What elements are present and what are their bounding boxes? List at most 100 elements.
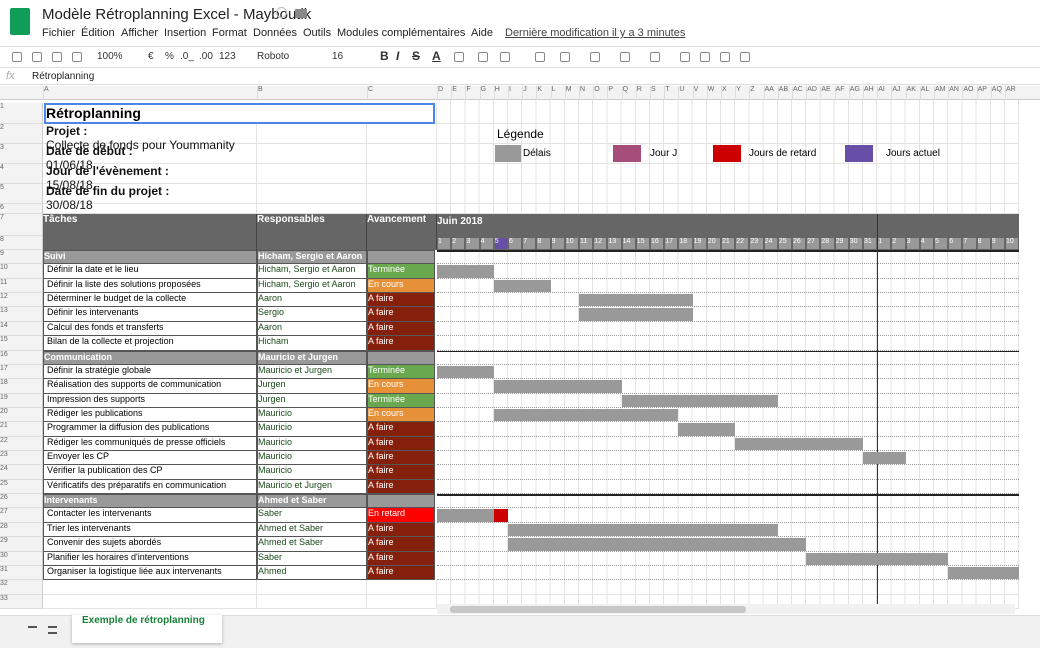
row-number c[interactable]: 16 [0, 350, 43, 365]
column-header c[interactable]: C [367, 86, 437, 100]
sheet-tab c[interactable]: Exemple de rétroplanning [72, 615, 222, 643]
toolbar-icon[interactable] [72, 52, 82, 62]
format-button[interactable]: B [380, 49, 389, 63]
task-status c[interactable]: A faire [367, 336, 435, 351]
task-status c[interactable]: A faire [367, 422, 435, 437]
row-number c[interactable]: 4 [0, 164, 43, 184]
toolbar-icon[interactable] [454, 52, 464, 62]
toolbar-percent[interactable]: % [165, 51, 174, 62]
toolbar-number_format[interactable]: 123 [219, 51, 236, 62]
row-number c[interactable]: 9 [0, 250, 43, 265]
column-header c[interactable]: AI [877, 86, 891, 100]
column-header c[interactable]: AP [976, 86, 991, 100]
scrollbar-thumb[interactable] [450, 606, 746, 613]
toolbar-size[interactable]: 16 [332, 51, 344, 62]
row-number c[interactable]: 32 [0, 580, 43, 595]
column-header c[interactable]: AC [792, 86, 806, 100]
row-number c[interactable]: 5 [0, 184, 43, 204]
task-status c[interactable]: En cours [367, 379, 435, 394]
toolbar-currency[interactable]: € [148, 51, 154, 62]
column-header c[interactable]: N [579, 86, 593, 100]
column-header c[interactable]: V [692, 86, 707, 100]
menu-item[interactable]: Édition [81, 27, 115, 39]
task-status c[interactable]: A faire [367, 551, 435, 566]
row-number c[interactable]: 11 [0, 278, 43, 294]
menu-item[interactable]: Fichier [42, 27, 76, 39]
task-status c[interactable]: Terminée [367, 364, 435, 380]
column-header c[interactable]: AJ [891, 86, 905, 100]
task-status c[interactable]: A faire [367, 522, 435, 538]
row-number c[interactable]: 25 [0, 479, 43, 495]
column-header c[interactable]: AN [948, 86, 962, 100]
column-header c[interactable]: H [493, 86, 508, 100]
toolbar-icon[interactable] [740, 52, 750, 62]
column-header c[interactable]: E [451, 86, 465, 100]
row-number c[interactable]: 7 [0, 214, 43, 236]
toolbar-icon[interactable] [680, 52, 690, 62]
row-number c[interactable]: 31 [0, 565, 43, 581]
menu-item[interactable]: Outils [303, 27, 332, 39]
toolbar-icon[interactable] [620, 52, 630, 62]
row-number c[interactable]: 10 [0, 264, 43, 279]
column-header c[interactable]: T [664, 86, 678, 100]
sheet-list-button[interactable] [48, 626, 57, 634]
menu-item[interactable]: Format [212, 27, 247, 39]
menu-item[interactable]: Afficher [121, 27, 159, 39]
toolbar-icon[interactable] [478, 52, 488, 62]
menu-item[interactable]: Insertion [164, 27, 207, 39]
column-header c[interactable]: AD [806, 86, 820, 100]
column-header c[interactable]: AF [834, 86, 849, 100]
column-header c[interactable]: AR [1005, 86, 1019, 100]
column-header c[interactable]: L [550, 86, 565, 100]
row-number c[interactable]: 20 [0, 407, 43, 423]
row-number c[interactable]: 27 [0, 508, 43, 523]
task-status c[interactable]: A faire [367, 465, 435, 480]
column-header c[interactable]: S [650, 86, 664, 100]
column-header c[interactable]: X [721, 86, 735, 100]
column-header c[interactable]: AH [863, 86, 877, 100]
task-status c[interactable]: A faire [367, 565, 435, 581]
task-status c[interactable]: En cours [367, 407, 435, 423]
column-header c[interactable]: AB [777, 86, 792, 100]
column-header c[interactable]: AL [919, 86, 934, 100]
menu-item[interactable]: Modules complémentaires [337, 27, 466, 39]
task-status c[interactable]: A faire [367, 479, 435, 495]
column-header c[interactable]: F [465, 86, 479, 100]
row-number c[interactable]: 3 [0, 144, 43, 164]
row-number c[interactable]: 18 [0, 379, 43, 394]
column-header c[interactable]: P [607, 86, 621, 100]
row-number c[interactable]: 8 [0, 236, 43, 250]
row-number c[interactable]: 13 [0, 307, 43, 322]
toolbar-zoom[interactable]: 100% [97, 51, 123, 62]
column-header c[interactable]: AG [848, 86, 863, 100]
column-header c[interactable]: G [479, 86, 494, 100]
toolbar-icon[interactable] [500, 52, 510, 62]
row-number c[interactable]: 23 [0, 451, 43, 466]
menu-item[interactable]: Aide [471, 27, 494, 39]
toolbar-icon[interactable] [12, 52, 22, 62]
toolbar-font[interactable]: Roboto [257, 51, 290, 62]
column-header c[interactable]: W [706, 86, 721, 100]
row-number c[interactable]: 12 [0, 293, 43, 308]
column-header c[interactable]: O [593, 86, 607, 100]
column-header c[interactable]: J [522, 86, 536, 100]
toolbar-icon[interactable] [560, 52, 570, 62]
row-number c[interactable]: 14 [0, 321, 43, 337]
row-number c[interactable]: 6 [0, 204, 43, 214]
task-status c[interactable]: Terminée [367, 264, 435, 279]
task-status c[interactable]: En retard [367, 508, 435, 523]
toolbar-decimals_more[interactable]: .00 [199, 51, 213, 62]
row-number c[interactable]: 28 [0, 522, 43, 538]
task-status c[interactable]: En cours [367, 278, 435, 294]
column-header c[interactable]: AM [934, 86, 948, 100]
column-header c[interactable]: M [564, 86, 579, 100]
toolbar-icon[interactable] [535, 52, 545, 62]
row-number c[interactable]: 17 [0, 364, 43, 380]
task-status c[interactable]: A faire [367, 537, 435, 552]
task-status c[interactable]: A faire [367, 307, 435, 322]
format-button[interactable]: A [432, 49, 441, 63]
column-header c[interactable]: R [635, 86, 650, 100]
task-status c[interactable]: A faire [367, 321, 435, 337]
task-status c[interactable]: Terminée [367, 393, 435, 408]
column-header c[interactable]: A [43, 86, 257, 100]
